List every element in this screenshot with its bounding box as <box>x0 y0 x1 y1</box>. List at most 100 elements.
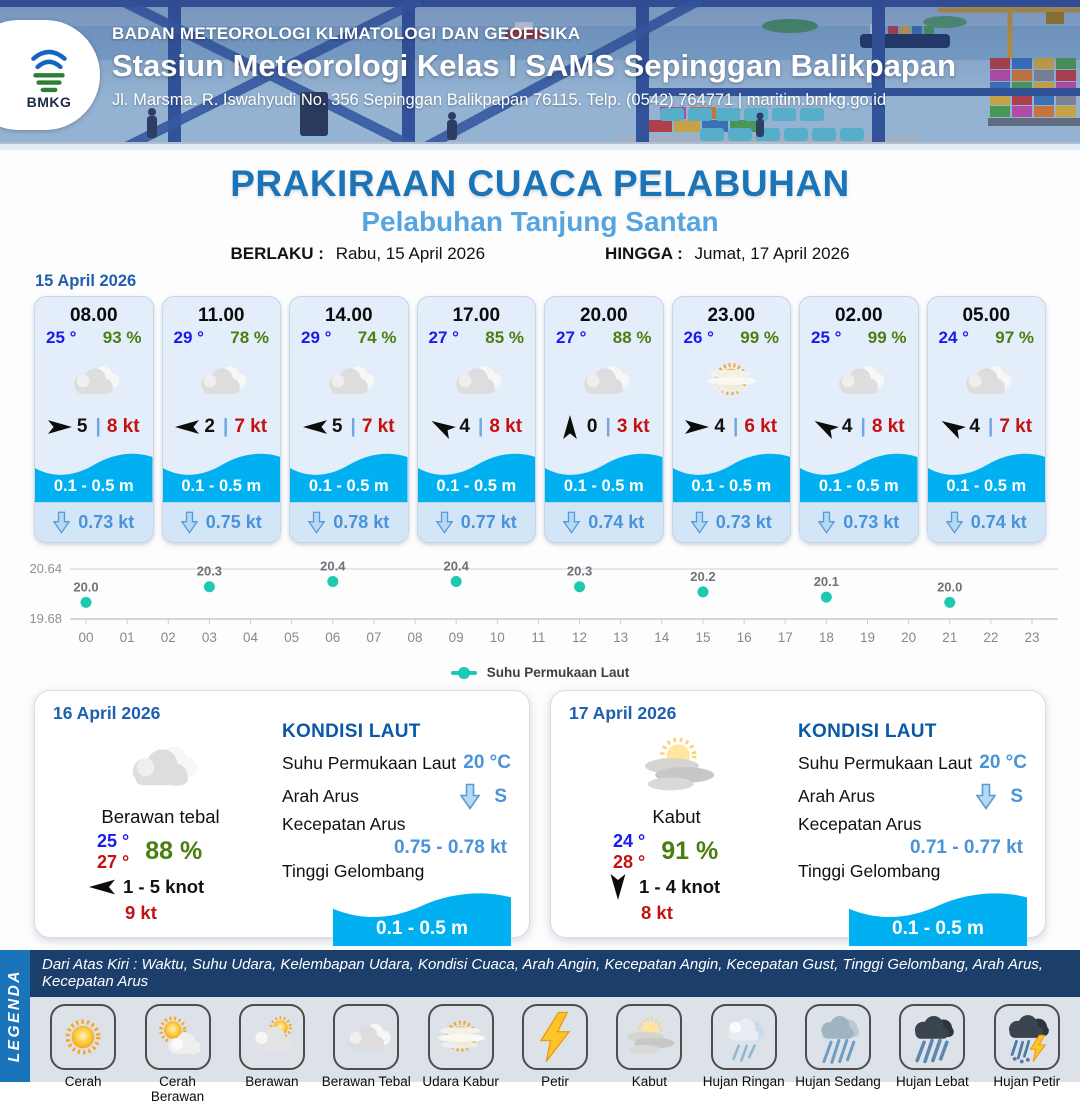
temp-humidity-row: 29 ° 78 % <box>163 327 281 348</box>
legend-weather-icon <box>244 1009 300 1065</box>
daily-temp-min: 24 ° <box>613 831 646 851</box>
current-speed-value: 0.71 - 0.77 kt <box>909 837 1023 858</box>
daily-gust: 9 kt <box>125 902 157 924</box>
svg-text:19.68: 19.68 <box>29 611 62 626</box>
wave-height-band: 0.1 - 0.5 m <box>927 446 1045 502</box>
legend-item: Hujan Ringan <box>699 1004 789 1089</box>
wave-height-value: 0.1 - 0.5 m <box>892 918 984 939</box>
svg-text:20.3: 20.3 <box>567 564 592 579</box>
wind-direction-icon <box>302 420 327 434</box>
svg-text:12: 12 <box>572 630 587 645</box>
daily-wind-range: 1 - 5 knot <box>123 876 205 898</box>
air-temperature: 26 ° <box>683 328 714 347</box>
current-speed-value: 0.75 - 0.78 kt <box>393 837 507 858</box>
wave-height-band: 0.1 - 0.5 m <box>162 446 280 502</box>
svg-text:04: 04 <box>243 630 259 645</box>
wave-height-label: Tinggi Gelombang <box>282 861 425 881</box>
daily-wind-range: 1 - 4 knot <box>639 876 721 898</box>
daily-wind-direction-icon <box>89 879 115 895</box>
weather-icon <box>819 351 899 409</box>
sst-value: 20 °C <box>463 752 511 773</box>
forecast-time: 05.00 <box>962 305 1011 326</box>
wind-speed: 4 <box>841 416 853 437</box>
page-title: PRAKIRAAN CUACA PELABUHAN <box>230 163 850 204</box>
wind-gust: 8 kt <box>871 416 905 437</box>
svg-text:20.1: 20.1 <box>814 574 839 589</box>
forecast-time: 14.00 <box>324 305 373 326</box>
legend-item-label: Berawan <box>245 1074 299 1089</box>
legend-item: Hujan Lebat <box>887 1004 977 1089</box>
current-row: 0.78 kt <box>290 502 408 542</box>
wave-height-badge: 0.1 - 0.5 m <box>333 884 511 946</box>
forecast-time: 11.00 <box>198 305 245 326</box>
wave-shape <box>800 453 918 502</box>
port-name: Pelabuhan Tanjung Santan <box>361 206 719 237</box>
temp-humidity-row: 27 ° 85 % <box>418 327 536 348</box>
agency-name: BADAN METEOROLOGI KLIMATOLOGI DAN GEOFIS… <box>112 24 581 43</box>
legend-weather-icon <box>999 1009 1055 1065</box>
svg-text:20.4: 20.4 <box>320 559 346 574</box>
wind-speed: 5 <box>331 416 343 437</box>
legend-weather-icon <box>433 1009 489 1065</box>
svg-text:06: 06 <box>325 630 340 645</box>
current-direction-value: S <box>494 785 507 807</box>
legend-item: Cerah Berawan <box>133 1004 223 1104</box>
temp-humidity-row: 26 ° 99 % <box>673 327 791 348</box>
legend-item-label: Hujan Sedang <box>795 1074 881 1089</box>
legend-sidebar-label: LEGENDA <box>6 969 23 1063</box>
svg-text:20.64: 20.64 <box>29 561 62 576</box>
svg-text:20: 20 <box>901 630 916 645</box>
legend-weather-icon <box>716 1009 772 1065</box>
wind-speed: 4 <box>714 416 725 437</box>
svg-text:02: 02 <box>161 630 176 645</box>
wave-shape <box>417 453 535 502</box>
current-speed: 0.73 kt <box>715 512 772 532</box>
svg-text:23: 23 <box>1024 630 1039 645</box>
legend-item-label: Udara Kabur <box>422 1074 499 1089</box>
current-direction-icon <box>53 511 71 534</box>
current-speed: 0.78 kt <box>333 512 390 532</box>
separator: | <box>605 416 611 437</box>
validity-row: BERLAKU : Rabu, 15 April 2026 HINGGA : J… <box>0 244 1080 264</box>
wave-shape <box>927 453 1045 502</box>
wave-shape <box>849 893 1027 946</box>
sea-conditions-heading: KONDISI LAUT <box>282 721 421 742</box>
title-section: PRAKIRAAN CUACA PELABUHAN Pelabuhan Tanj… <box>0 150 1080 264</box>
svg-text:10: 10 <box>490 630 505 645</box>
daily-date: 16 April 2026 <box>53 703 161 723</box>
header-text: BADAN METEOROLOGI KLIMATOLOGI DAN GEOFIS… <box>112 24 956 110</box>
daily-wind-direction-icon <box>610 874 626 901</box>
wave-shape <box>545 453 663 502</box>
wind-speed: 4 <box>459 416 470 437</box>
current-direction-label: Arah Arus <box>798 786 875 806</box>
sea-conditions-heading: KONDISI LAUT <box>798 721 937 742</box>
daily-date: 17 April 2026 <box>569 703 677 723</box>
hourly-forecast-card: 23.00 26 ° 99 % 4 | 6 kt 0.1 - 0.5 m <box>671 296 791 543</box>
wave-height-label: Tinggi Gelombang <box>798 861 941 881</box>
wind-gust: 7 kt <box>361 416 395 437</box>
temp-humidity-row: 29 ° 74 % <box>290 327 408 348</box>
temp-humidity-row: 25 ° 99 % <box>800 327 918 348</box>
port-illustration <box>0 0 1080 144</box>
wind-row: 2 | 7 kt <box>163 412 281 442</box>
hourly-forecast-card: 20.00 27 ° 88 % 0 | 3 kt 0.1 - 0.5 m <box>544 296 664 543</box>
separator: | <box>988 416 994 437</box>
wave-shape <box>35 453 153 502</box>
current-speed: 0.74 kt <box>970 512 1027 532</box>
current-speed-label: Kecepatan Arus <box>282 814 406 834</box>
sst-value: 20 °C <box>979 752 1027 773</box>
humidity: 88 % <box>612 328 652 347</box>
weather-icon <box>54 351 134 409</box>
wave-shape <box>333 893 511 946</box>
current-direction-icon <box>690 511 708 534</box>
valid-from-date: Rabu, 15 April 2026 <box>335 244 486 263</box>
wave-height: 0.1 - 0.5 m <box>53 477 134 495</box>
valid-from: BERLAKU : Rabu, 15 April 2026 <box>230 244 485 264</box>
wind-direction-icon <box>685 420 710 434</box>
current-direction-icon <box>945 511 963 534</box>
legend-item-label: Cerah <box>64 1074 102 1089</box>
daily-condition: Berawan tebal <box>101 806 220 827</box>
bmkg-logo-mark <box>31 49 67 92</box>
legend-items-row: Cerah Cerah Berawan Berawan Berawan Teba… <box>30 997 1080 1104</box>
weather-icon <box>436 351 516 409</box>
